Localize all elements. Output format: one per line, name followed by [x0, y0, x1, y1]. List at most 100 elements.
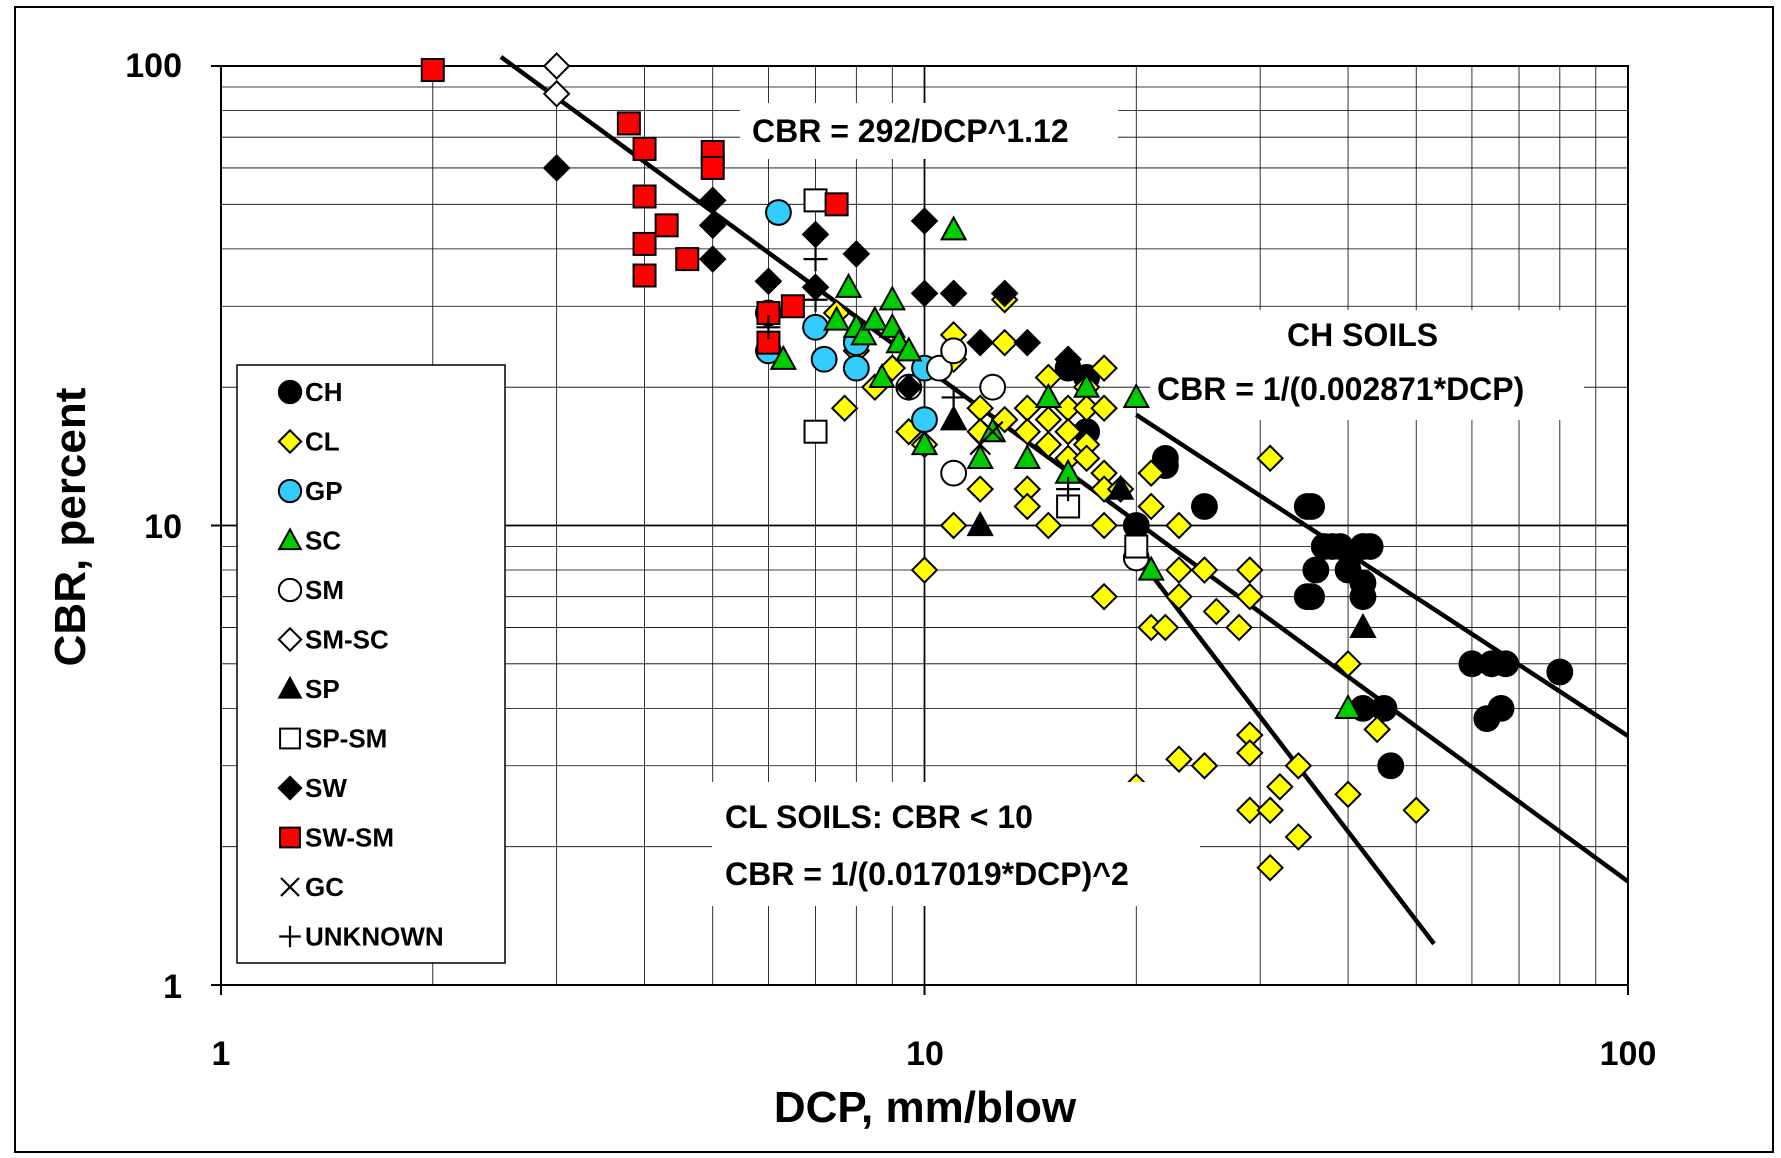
point-sw-sm [420, 58, 445, 83]
legend-marker-gp [277, 478, 303, 504]
point-sw [698, 245, 727, 273]
point-sw [939, 279, 968, 308]
point-sw [910, 279, 939, 308]
point-sw-sm [700, 155, 725, 180]
point-cl [1190, 751, 1219, 780]
point-ch [1370, 694, 1398, 722]
point-sc [878, 285, 906, 311]
point-gp [810, 345, 838, 373]
point-cl [1256, 853, 1284, 882]
point-cl [1165, 745, 1193, 774]
point-sw-sm [632, 184, 657, 209]
point-sp [1349, 612, 1377, 639]
point-ch [1298, 493, 1325, 520]
point-sw-sm [632, 231, 657, 256]
point-sc [1122, 382, 1150, 409]
point-sc [1034, 382, 1063, 409]
legend-label-sm-sc: SM-SC [305, 625, 389, 655]
legend-marker-sm [277, 577, 303, 603]
point-cl [1256, 444, 1284, 473]
point-sc [966, 443, 994, 469]
point-cl [1165, 556, 1193, 584]
point-cl [1165, 511, 1193, 540]
fit-line-2 [1134, 553, 1436, 946]
point-cl [1190, 556, 1219, 584]
x-tick-label-1: 1 [212, 1035, 231, 1073]
point-sw [966, 328, 995, 357]
point-sc [1137, 555, 1165, 581]
legend-label-sp-sm: SP-SM [305, 724, 387, 754]
point-cl [1137, 459, 1165, 487]
point-sm [926, 354, 953, 382]
point-sw-sm [616, 111, 641, 136]
point-ch [1326, 533, 1354, 560]
legend-label-cl: CL [305, 427, 340, 457]
series-ch [1054, 354, 1574, 780]
legend-label-gp: GP [305, 476, 343, 506]
point-cl [1151, 613, 1180, 642]
point-unknown [803, 247, 828, 272]
point-sw-sm [780, 294, 805, 319]
point-sw [754, 267, 783, 296]
point-sw-sm [632, 263, 657, 288]
point-sp [966, 511, 994, 537]
point-sp-sm [803, 188, 828, 213]
point-sc [822, 305, 851, 331]
point-sw-sm [675, 247, 700, 272]
point-sw [542, 154, 571, 182]
legend-label-sp: SP [305, 674, 340, 704]
legend-label-gc: GC [305, 872, 344, 902]
point-gc [981, 420, 1004, 443]
point-unknown [803, 287, 828, 312]
legend-label-sw: SW [305, 773, 347, 803]
point-sc [895, 336, 923, 362]
point-cl [1334, 780, 1362, 809]
point-cl [830, 394, 859, 423]
point-ch [1191, 493, 1218, 520]
point-sm-sc [542, 52, 571, 80]
point-ch [1302, 556, 1330, 584]
point-ch [1356, 533, 1384, 560]
point-cl [1202, 597, 1231, 626]
point-cl [1225, 613, 1253, 642]
legend-label-sc: SC [305, 526, 341, 556]
point-cl [1090, 354, 1118, 382]
point-cl [1284, 823, 1313, 851]
point-sm [940, 459, 968, 487]
point-sw [801, 220, 830, 249]
point-cl [1013, 492, 1042, 521]
point-sc [910, 430, 939, 456]
point-cl [1034, 511, 1063, 540]
series-sw [542, 154, 1082, 401]
series-sc [769, 215, 1362, 719]
point-cl [1165, 582, 1193, 611]
point-sp [1106, 474, 1135, 500]
legend-label-ch: CH [305, 377, 343, 407]
point-sc [1334, 693, 1362, 719]
eq-main-box [740, 103, 1118, 159]
cl-title-label: CL SOILS: CBR < 10 [725, 799, 1033, 835]
ch-eq-box [1150, 310, 1584, 420]
point-cl [1235, 796, 1264, 825]
point-sp-sm [803, 419, 828, 444]
eq-main-label: CBR = 292/DCP^1.12 [752, 113, 1069, 149]
point-gp [765, 199, 792, 226]
point-cl [1034, 430, 1063, 459]
cl-eq-label: CBR = 1/(0.017019*DCP)^2 [725, 856, 1129, 892]
point-ch [1122, 512, 1150, 539]
point-cl [1266, 772, 1294, 801]
point-ch [1492, 650, 1520, 678]
y-tick-label-10: 10 [144, 508, 182, 546]
ch-title-label: CH SOILS [1287, 317, 1438, 353]
y-axis-title: CBR, percent [46, 387, 95, 666]
series-sw-sm [420, 58, 849, 355]
legend-marker-sw [277, 775, 303, 801]
point-sc [769, 344, 798, 370]
series-sp [939, 405, 1377, 639]
point-cl [1054, 417, 1082, 446]
legend-box [236, 364, 506, 964]
point-cl [1137, 492, 1165, 521]
legend-marker-sw-sm [279, 826, 301, 849]
point-cl [1090, 582, 1118, 611]
